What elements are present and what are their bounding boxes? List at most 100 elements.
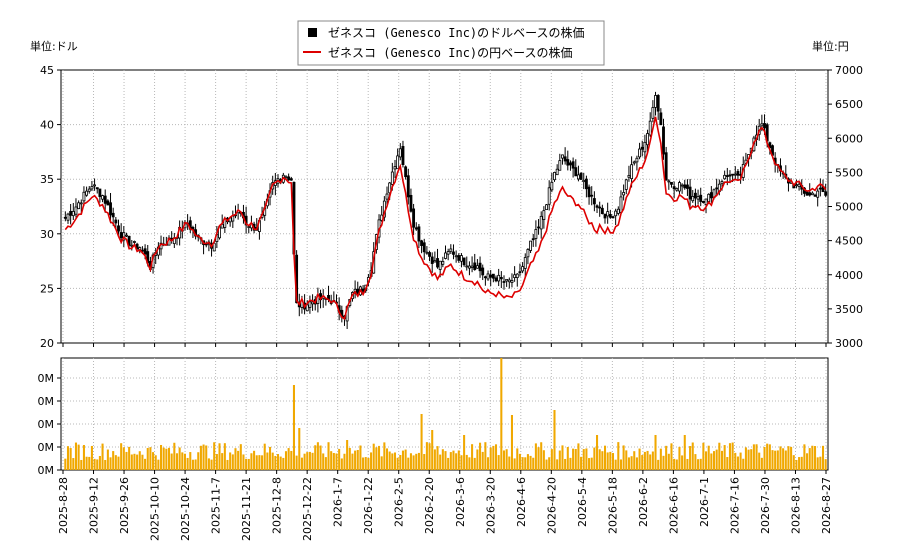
volume-bar [213,442,216,470]
candle-body [308,301,312,308]
volume-bar [510,415,513,470]
volume-bar [630,456,633,470]
volume-bar [364,457,367,470]
x-tick-label: 2025-9-12 [88,477,101,534]
volume-bar [242,454,245,470]
candle-body [794,184,798,187]
candle-body [497,274,501,282]
candle-body [680,184,684,187]
volume-bar [540,442,543,470]
volume-bar [197,452,200,470]
volume-bar [359,445,362,470]
candle-body [518,271,522,274]
x-tick-label: 2026-1-7 [332,477,345,527]
volume-bar [755,444,758,470]
volume-bar [609,451,612,470]
x-tick-label: 2026-5-4 [576,477,589,527]
candle-body [736,171,740,176]
x-tick-label: 2025-11-7 [210,477,223,534]
candle-body [760,123,764,127]
right-tick-label: 4000 [835,269,863,282]
volume-bar [391,453,394,470]
volume-bar [247,458,250,470]
volume-bar [417,452,420,470]
volume-bar [311,452,314,470]
volume-bar [808,448,811,470]
volume-bar [399,455,402,470]
volume-bar [524,457,527,470]
candle-body [515,273,519,279]
candle-body [444,252,447,259]
candle-body [510,280,514,283]
x-tick-label: 2025-10-10 [149,477,162,541]
volume-bar [494,444,498,470]
candle-body [465,265,469,268]
volume-bar [316,442,319,470]
candlesticks [63,91,828,329]
volume-bar [508,456,511,470]
legend-label-jpy: ゼネスコ (Genesco Inc)の円ベースの株価 [328,45,573,60]
volume-bar [409,453,412,470]
candle-body [526,249,530,258]
volume-bar [734,452,737,470]
volume-bar [710,453,713,470]
candle-body [436,258,439,268]
volume-bar [383,442,386,470]
volume-bar [537,447,540,470]
candle-body [603,213,607,219]
candle-body [630,164,634,179]
x-tick-label: 2026-2-20 [423,477,436,534]
vol-tick-label: 0M [38,418,55,431]
volume-bar [343,453,346,470]
candle-body [622,192,626,196]
candle-body [728,174,732,177]
vol-tick-label: 0M [38,441,55,454]
volume-bar [819,456,822,470]
volume-bar [269,446,272,470]
volume-bar [444,451,447,470]
x-tick-label: 2025-8-28 [57,477,70,534]
volume-bar [72,458,75,470]
candle-body [441,261,445,265]
candle-body [624,179,628,190]
volume-bar [606,452,609,470]
volume-bar [396,457,399,470]
candle-body [486,273,490,280]
candle-body [672,186,676,190]
candle-body [66,213,70,221]
x-tick-label: 2026-4-6 [515,477,528,527]
candle-body [119,232,123,239]
legend: ゼネスコ (Genesco Inc)のドルベースの株価 ゼネスコ (Genesc… [297,20,605,66]
candle-body [651,107,655,119]
volume-bar [513,458,516,470]
volume-bar [303,453,306,470]
x-tick-label: 2026-7-16 [728,477,741,534]
volume-bar [175,453,179,470]
volume-bar [452,450,455,470]
volume-bar [263,443,266,470]
candle-body [393,166,397,170]
volume-bar [292,385,295,470]
volume-bar [210,459,213,470]
x-tick-label: 2026-6-2 [637,477,650,527]
volume-bar [723,445,726,470]
volume-bar [473,457,476,470]
volume-bar [726,457,729,470]
volume-bar [736,456,739,470]
candle-body [289,178,293,181]
volume-bar [564,458,567,470]
volume-bar [529,455,532,470]
candle-body [576,174,580,180]
candle-body [388,182,392,194]
volume-bar [667,453,670,470]
x-tick-label: 2026-3-20 [484,477,497,534]
candle-body [507,279,511,283]
candle-body [563,156,567,162]
candle-body [816,190,820,198]
volume-bar [133,453,136,470]
candle-body [654,95,657,108]
volume-bar [370,452,373,470]
volume-bar [146,447,149,470]
volume-bar [545,459,548,470]
candle-body [417,226,421,242]
